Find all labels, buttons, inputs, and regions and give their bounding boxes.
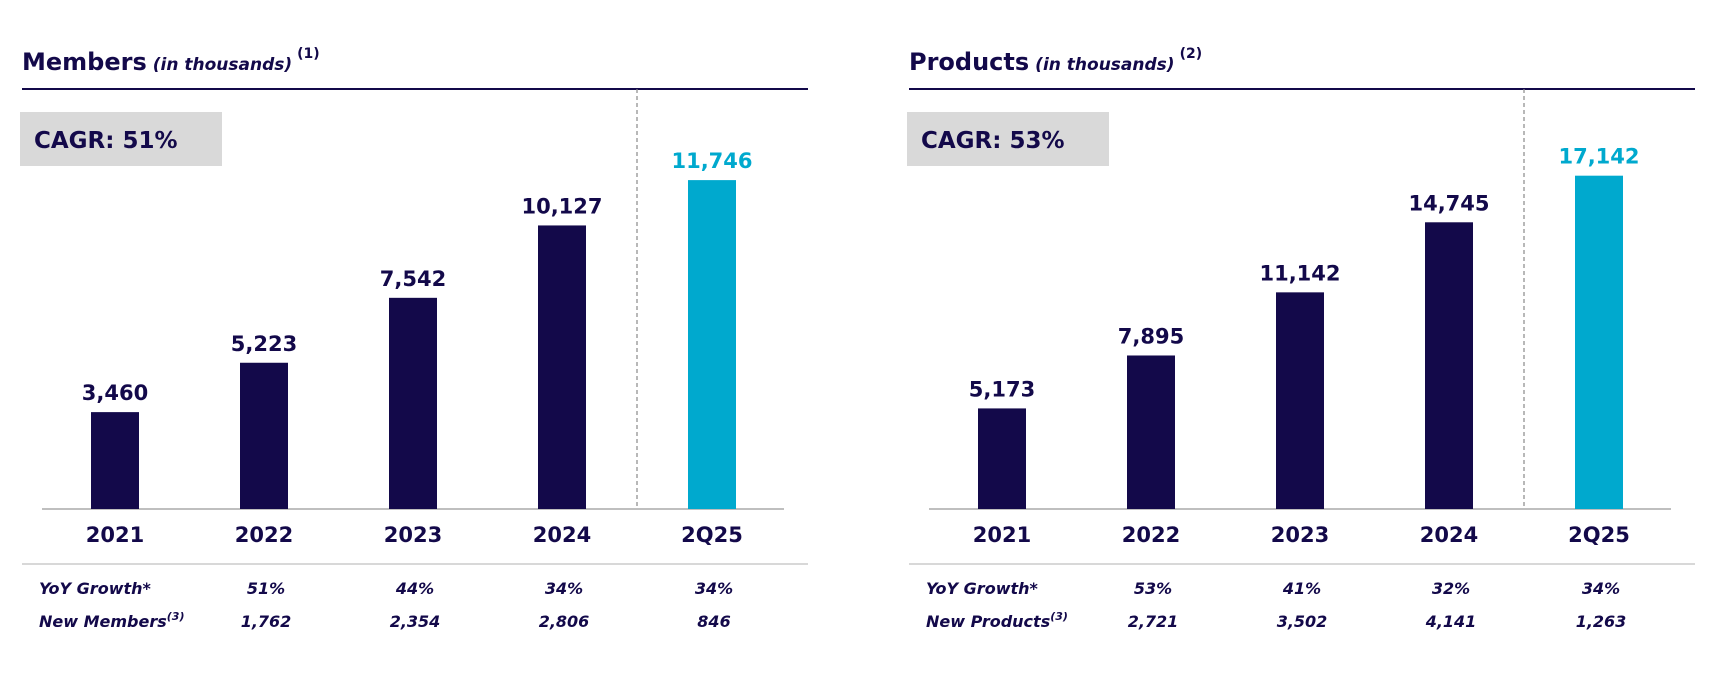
bar [538,225,586,509]
x-tick-label: 2021 [86,523,144,547]
table-cell: 53% [1134,579,1172,598]
value-label: 10,127 [521,194,602,218]
bar [240,362,288,509]
table-cell: 44% [395,579,434,598]
value-label: 17,142 [1558,145,1639,169]
x-tick-label: 2023 [384,523,442,547]
x-tick-label: 2023 [1271,523,1329,547]
value-label: 14,745 [1408,191,1489,215]
table-cell: 2,806 [539,612,590,631]
value-label: 11,746 [671,149,752,173]
row-label-text: YoY Growth* [39,579,152,598]
table-cell: 846 [697,612,730,631]
x-tick-label: 2022 [1122,523,1180,547]
value-label: 5,173 [969,377,1035,401]
row-label: New Products(3) [926,610,1068,631]
bar [1575,175,1623,509]
cagr-box [20,112,222,166]
row-label-text: New Products [926,612,1050,631]
chart-title: Members (in thousands) (1) [22,46,320,76]
title-ref: (2) [1180,46,1203,62]
bar [978,408,1026,509]
value-label: 11,142 [1259,261,1340,285]
value-label: 7,542 [380,267,446,291]
row-label-text: New Members [39,612,167,631]
table-cell: 32% [1432,579,1470,598]
row-label-ref: (3) [1050,610,1068,623]
table-cell: 41% [1282,579,1321,598]
cagr-label: CAGR: 51% [34,128,178,154]
x-tick-label: 2021 [973,523,1031,547]
title-note: (in thousands) [1035,55,1174,75]
x-tick-label: 2024 [533,523,591,547]
bar [1425,222,1473,509]
chart-title: Products (in thousands) (2) [909,46,1202,76]
bar [91,412,139,509]
row-label-text: YoY Growth* [926,579,1039,598]
x-tick-label: 2022 [235,523,293,547]
title-ref: (1) [297,46,320,62]
row-label-ref: (3) [167,610,185,623]
cagr-label: CAGR: 53% [921,128,1065,154]
row-label: YoY Growth* [926,579,1039,598]
table-cell: 51% [247,579,285,598]
bar [1276,292,1324,509]
title-note: (in thousands) [153,55,292,75]
table-cell: 34% [695,579,733,598]
x-tick-label: 2Q25 [681,523,743,547]
table-cell: 4,141 [1425,612,1477,631]
x-tick-label: 2Q25 [1568,523,1630,547]
table-cell: 1,762 [241,612,292,631]
value-label: 7,895 [1118,324,1184,348]
value-label: 3,460 [82,381,148,405]
value-label: 5,223 [231,332,297,356]
table-cell: 1,263 [1576,612,1627,631]
table-cell: 34% [1582,579,1620,598]
cagr-box [907,112,1109,166]
bar [389,297,437,509]
bar [1127,355,1175,509]
table-cell: 2,354 [390,612,441,631]
row-label: New Members(3) [39,610,184,631]
row-label: YoY Growth* [39,579,152,598]
table-cell: 2,721 [1128,612,1179,631]
title-text: Members [22,48,147,76]
title-text: Products [909,48,1029,76]
table-cell: 3,502 [1277,612,1328,631]
table-cell: 34% [545,579,583,598]
x-tick-label: 2024 [1420,523,1478,547]
bar [688,180,736,509]
